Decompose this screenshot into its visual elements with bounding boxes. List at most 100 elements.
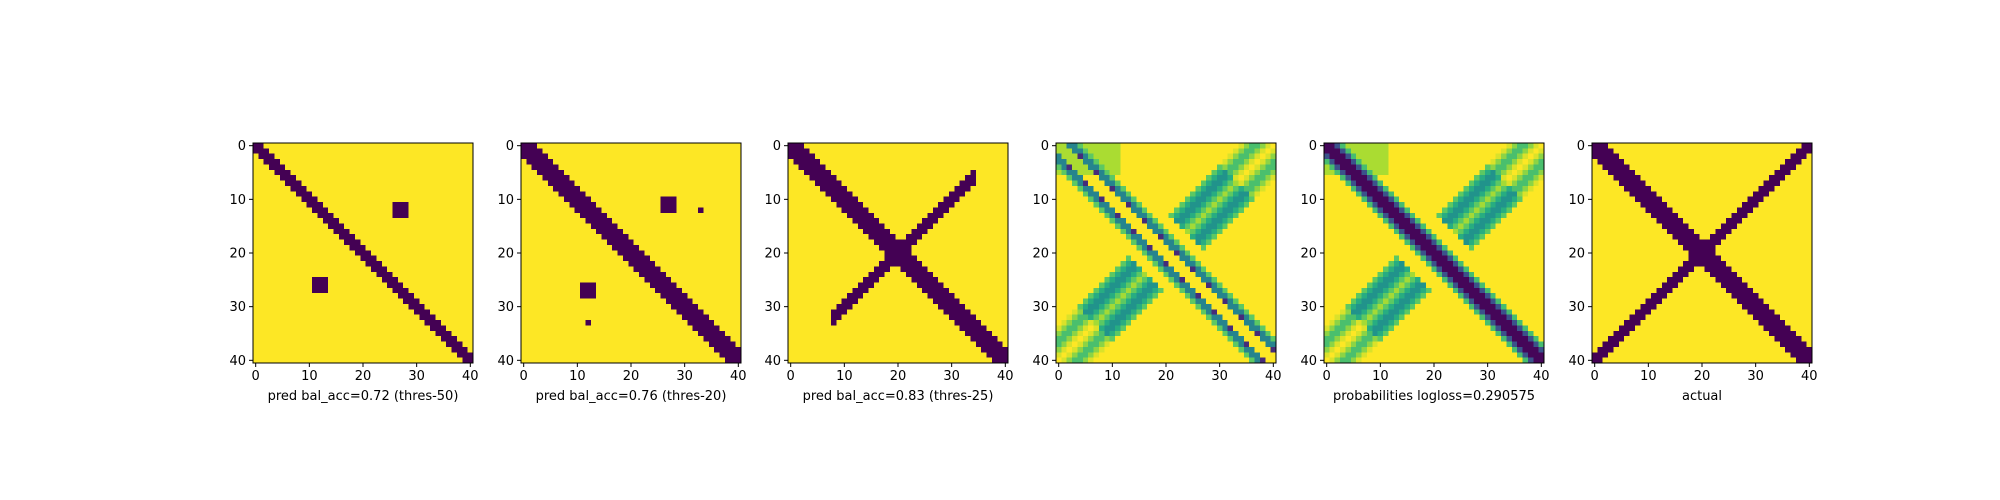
- heatmap-cell: [574, 196, 581, 203]
- heatmap-cell: [301, 282, 307, 289]
- heatmap-cell: [825, 148, 832, 155]
- heatmap-cell: [435, 175, 442, 181]
- heatmap-cell: [665, 314, 672, 321]
- heatmap-cell: [660, 336, 667, 342]
- heatmap-cell: [301, 325, 307, 332]
- heatmap-cell: [253, 239, 259, 246]
- heatmap-cell: [965, 239, 971, 246]
- heatmap-cell: [553, 320, 559, 326]
- heatmap-cell: [306, 164, 313, 171]
- heatmap-cell: [456, 239, 463, 246]
- heatmap-cell: [542, 143, 549, 149]
- heatmap-cell: [301, 164, 307, 171]
- heatmap-cell: [338, 223, 345, 230]
- heatmap-cell: [692, 207, 699, 214]
- heatmap-cell: [322, 218, 329, 224]
- heatmap-cell: [938, 212, 944, 219]
- heatmap-cell: [612, 207, 618, 214]
- heatmap-cell: [959, 239, 966, 246]
- heatmap-cell: [344, 148, 350, 155]
- heatmap-cell: [349, 148, 356, 155]
- heatmap-cell: [889, 250, 896, 256]
- heatmap-cell: [975, 341, 982, 348]
- heatmap-cell: [798, 325, 805, 332]
- heatmap-cell: [991, 159, 998, 165]
- heatmap-cell: [290, 175, 297, 181]
- heatmap-cell: [381, 169, 388, 176]
- heatmap-cell: [660, 175, 667, 181]
- heatmap-cell: [301, 320, 307, 326]
- heatmap-cell: [836, 148, 842, 155]
- heatmap-cell: [932, 303, 939, 310]
- heatmap-cell: [295, 261, 302, 267]
- heatmap-cell: [381, 309, 388, 316]
- heatmap-cell: [322, 164, 329, 171]
- heatmap-cell: [617, 309, 624, 316]
- heatmap-cell: [649, 298, 656, 305]
- heatmap-cell: [537, 341, 543, 348]
- heatmap-cell: [959, 223, 966, 230]
- heatmap-cell: [531, 175, 538, 181]
- heatmap-cell: [708, 346, 715, 353]
- heatmap-cell: [927, 287, 934, 294]
- heatmap-cell: [574, 309, 581, 316]
- heatmap-cell: [633, 346, 640, 353]
- heatmap-cell: [580, 196, 586, 203]
- heatmap-cell: [665, 287, 672, 294]
- heatmap-cell: [451, 352, 458, 358]
- heatmap-cell: [814, 336, 821, 342]
- heatmap-cell: [295, 314, 302, 321]
- heatmap-cell: [553, 341, 559, 348]
- heatmap-cell: [714, 309, 720, 316]
- heatmap-cell: [574, 159, 581, 165]
- heatmap-cell: [644, 185, 651, 192]
- heatmap-cell: [703, 261, 710, 267]
- heatmap-cell: [938, 266, 944, 273]
- heatmap-cell: [590, 234, 597, 240]
- heatmap-cell: [462, 143, 468, 149]
- heatmap-cell: [274, 148, 281, 155]
- heatmap-cell: [735, 298, 742, 305]
- heatmap-cell: [580, 309, 586, 316]
- heatmap-cell: [687, 346, 694, 353]
- heatmap-cell: [601, 196, 608, 203]
- heatmap-cell: [547, 271, 554, 278]
- heatmap-cell: [258, 159, 265, 165]
- heatmap-cell: [820, 164, 826, 171]
- heatmap-cell: [569, 239, 575, 246]
- heatmap-cell: [633, 282, 640, 289]
- heatmap-cell: [676, 153, 683, 160]
- heatmap-cell: [644, 357, 651, 364]
- heatmap-cell: [333, 357, 340, 364]
- heatmap-cell: [922, 298, 928, 305]
- heatmap-cell: [467, 153, 474, 160]
- heatmap-cell: [371, 261, 377, 267]
- heatmap-cell: [295, 143, 302, 149]
- heatmap-cell: [852, 298, 859, 305]
- heatmap-cell: [863, 207, 869, 214]
- heatmap-cell: [622, 314, 629, 321]
- heatmap-cell: [868, 153, 875, 160]
- heatmap-cell: [580, 223, 586, 230]
- heatmap-cell: [676, 207, 683, 214]
- heatmap-cell: [580, 180, 586, 187]
- heatmap-cell: [879, 250, 885, 256]
- heatmap-cell: [1002, 298, 1009, 305]
- heatmap-cell: [403, 287, 409, 294]
- heatmap-cell: [655, 298, 661, 305]
- heatmap-cell: [569, 261, 575, 267]
- heatmap-cell: [698, 244, 704, 251]
- heatmap-cell: [392, 185, 399, 192]
- heatmap-cell: [563, 266, 570, 273]
- heatmap-cell: [338, 175, 345, 181]
- heatmap-cell: [574, 218, 581, 224]
- heatmap-cell: [916, 218, 923, 224]
- heatmap-cell: [381, 250, 388, 256]
- heatmap-cell: [408, 271, 415, 278]
- heatmap-cell: [868, 202, 875, 208]
- heatmap-cell: [424, 309, 431, 316]
- heatmap-cell: [376, 223, 383, 230]
- heatmap-cell: [413, 352, 420, 358]
- heatmap-cell: [916, 164, 923, 171]
- heatmap-cell: [279, 175, 286, 181]
